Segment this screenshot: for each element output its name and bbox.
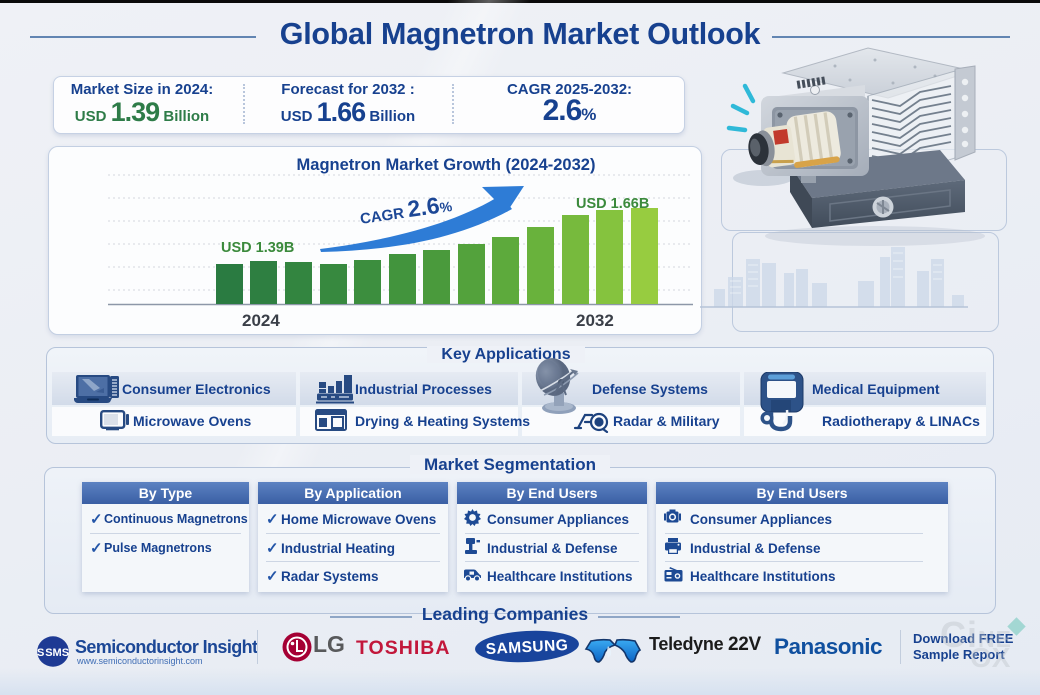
svg-text:USD 1.66B: USD 1.66B	[576, 196, 649, 212]
svg-text:SAMSUNG: SAMSUNG	[485, 637, 569, 658]
svg-text:S SMS: S SMS	[37, 647, 69, 659]
svg-text:2032: 2032	[576, 311, 614, 330]
svg-text:2024: 2024	[242, 311, 280, 330]
svg-text:CAGR 2.6%: CAGR 2.6%	[358, 190, 454, 229]
svg-text:USD 1.39B: USD 1.39B	[221, 240, 294, 256]
